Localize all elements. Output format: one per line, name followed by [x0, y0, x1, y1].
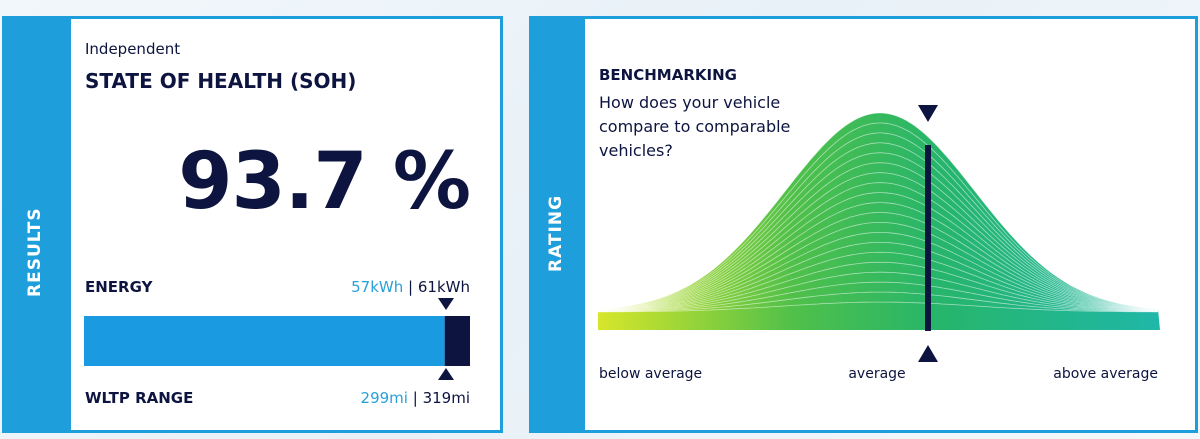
- results-strip: [5, 19, 71, 430]
- separator: |: [408, 278, 414, 296]
- curve-line: [597, 232, 1159, 312]
- scale-mid: average: [848, 366, 906, 382]
- rating-marker-bottom: [918, 345, 938, 362]
- range-label: WLTP RANGE: [85, 389, 194, 407]
- energy-marker: [438, 298, 454, 310]
- soh-value: 93.7 %: [178, 137, 471, 227]
- benchmark-title: BENCHMARKING: [599, 66, 737, 84]
- curve-line: [597, 152, 1159, 311]
- energy-bar: [84, 316, 470, 366]
- scale-high: above average: [1053, 366, 1158, 382]
- curve-line: [597, 182, 1159, 311]
- curve-line: [597, 122, 1159, 311]
- curve-line: [597, 112, 1159, 310]
- separator: |: [412, 389, 418, 407]
- curve-line: [597, 291, 1158, 313]
- curve-line: [597, 251, 1159, 312]
- curve-line: [597, 261, 1159, 312]
- rating-marker-top: [918, 105, 938, 122]
- curve-line: [597, 242, 1159, 312]
- energy-label: ENERGY: [85, 278, 153, 296]
- scale-low: below average: [599, 366, 703, 382]
- curve-line: [598, 301, 1159, 313]
- curve-line: [597, 212, 1159, 312]
- range-values: 299mi | 319mi: [361, 389, 470, 407]
- bell-curve: [597, 112, 1160, 330]
- results-card: RESULTS Independent STATE OF HEALTH (SOH…: [2, 16, 503, 433]
- curve-line: [597, 162, 1159, 311]
- curve-line: [597, 192, 1159, 311]
- range-marker: [438, 368, 454, 380]
- curve-line: [597, 271, 1158, 312]
- rating-line: [925, 145, 931, 331]
- curve-line: [597, 132, 1159, 311]
- range-current: 299mi: [360, 389, 408, 407]
- energy-total: 61kWh: [417, 278, 470, 296]
- range-total: 319mi: [422, 389, 470, 407]
- curve-line: [597, 202, 1159, 312]
- title: STATE OF HEALTH (SOH): [85, 69, 357, 93]
- question: How does your vehicle compare to compara…: [599, 93, 791, 160]
- energy-current: 57kWh: [351, 278, 404, 296]
- curve-line: [598, 281, 1159, 312]
- energy-values: 57kWh | 61kWh: [351, 278, 470, 296]
- curve-line: [597, 222, 1159, 312]
- curve-line: [597, 142, 1159, 311]
- curve-line: [597, 172, 1159, 311]
- rating-strip: [532, 19, 585, 430]
- energy-rest: [444, 316, 470, 366]
- subtitle: Independent: [85, 40, 181, 58]
- energy-used: [84, 316, 445, 366]
